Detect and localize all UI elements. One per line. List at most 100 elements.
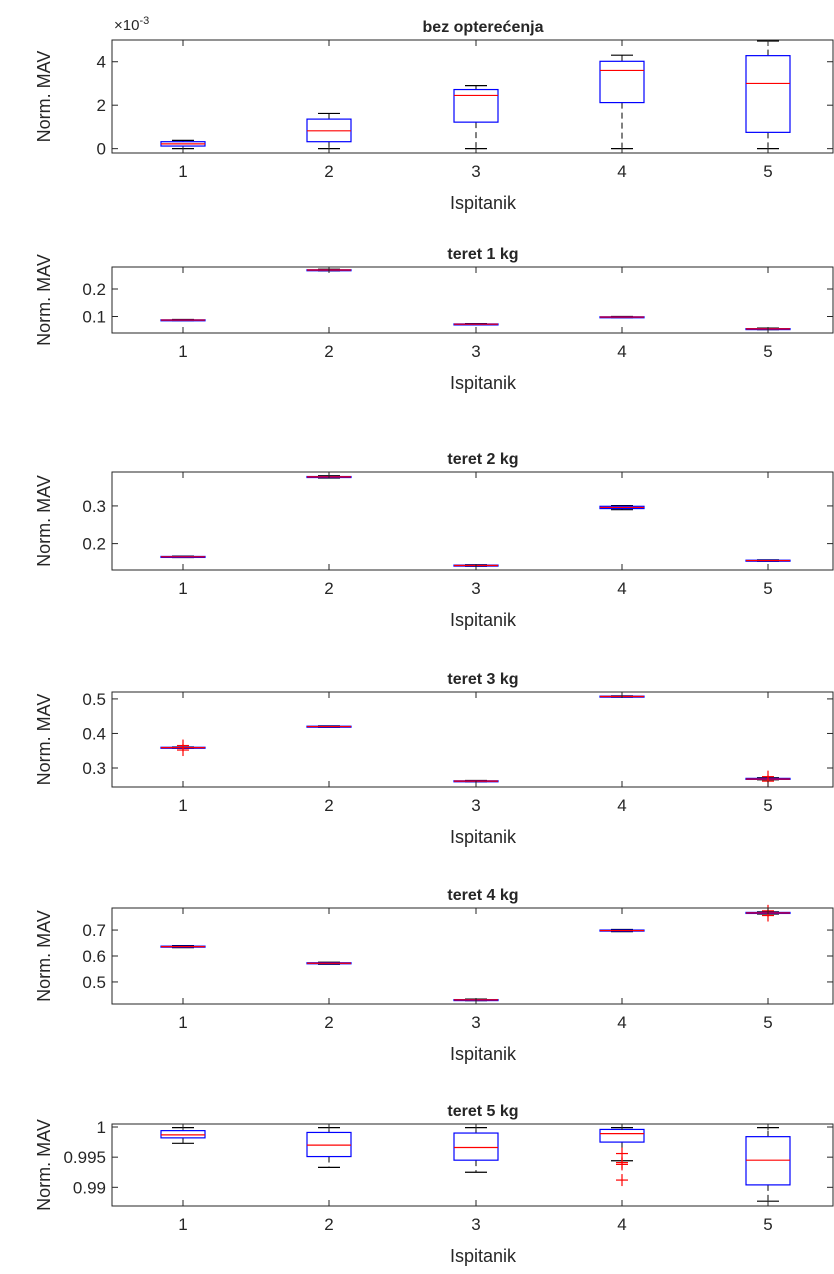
axes-frame — [111, 1123, 834, 1207]
outlier-marker — [616, 1158, 628, 1171]
box-rect — [599, 60, 645, 104]
x-tick-label: 1 — [178, 796, 187, 815]
x-tick-label: 4 — [617, 162, 626, 181]
x-tick-label: 1 — [178, 1013, 187, 1032]
y-axis-label: Norm. MAV — [34, 694, 54, 786]
x-tick-label: 5 — [763, 342, 772, 361]
x-tick-label: 2 — [324, 1013, 333, 1032]
x-tick-label: 4 — [617, 1215, 626, 1234]
x-axis-label: Ispitanik — [450, 193, 517, 213]
panel-4: teret 3 kg 0.3 0.4 0.5 1 2 3 4 5 Ispitanik Norm. M… — [34, 671, 834, 847]
x-tick-label: 4 — [617, 796, 626, 815]
x-tick-label: 2 — [324, 1215, 333, 1234]
x-tick-label: 3 — [471, 796, 480, 815]
panel-title: teret 5 kg — [447, 1103, 518, 1120]
x-tick-label: 3 — [471, 1013, 480, 1032]
x-tick-label: 3 — [471, 162, 480, 181]
y-tick-label: 0.5 — [82, 690, 106, 709]
x-tick-label: 1 — [178, 579, 187, 598]
y-axis-label: Norm. MAV — [34, 1119, 54, 1211]
box-rect — [453, 1132, 499, 1161]
y-axis-label: Norm. MAV — [34, 51, 54, 143]
x-tick-label: 1 — [178, 342, 187, 361]
y-tick-label: 0.5 — [82, 973, 106, 992]
y-tick-label: 0.995 — [63, 1148, 106, 1167]
outlier-marker — [762, 770, 774, 783]
y-tick-label: 0.6 — [82, 947, 106, 966]
x-axis-label: Ispitanik — [450, 827, 517, 847]
x-axis-label: Ispitanik — [450, 373, 517, 393]
box-rect — [453, 88, 499, 123]
y-tick-label: 0.3 — [82, 497, 106, 516]
box-5 — [745, 40, 791, 150]
box-rect — [745, 1136, 791, 1186]
panel-title: teret 1 kg — [447, 246, 518, 263]
box-5 — [745, 559, 791, 562]
axes-frame — [111, 266, 834, 334]
box-4 — [599, 54, 645, 150]
x-tick-label: 2 — [324, 796, 333, 815]
axes-frame — [111, 907, 834, 1005]
x-tick-label: 2 — [324, 342, 333, 361]
box-2 — [306, 112, 352, 150]
box-1 — [160, 1127, 206, 1144]
x-axis-label: Ispitanik — [450, 1044, 517, 1064]
box-rect — [745, 55, 791, 133]
box-4 — [599, 504, 645, 511]
y-axis-label: Norm. MAV — [34, 254, 54, 346]
box-rect — [306, 1131, 352, 1158]
box-1 — [160, 139, 206, 150]
x-tick-label: 3 — [471, 579, 480, 598]
y-tick-label: 0.2 — [82, 280, 106, 299]
panel-2: teret 1 kg 0.1 0.2 1 2 3 4 5 Ispitanik Norm. MAV — [34, 246, 834, 393]
box-3 — [453, 323, 499, 326]
y-tick-label: 0.1 — [82, 308, 106, 327]
y-tick-label: 2 — [97, 96, 106, 115]
x-tick-label: 3 — [471, 342, 480, 361]
exponent-power: -3 — [139, 15, 149, 27]
box-4 — [599, 1127, 645, 1187]
box-rect — [160, 1130, 206, 1139]
box-1 — [160, 945, 206, 949]
box-4 — [599, 928, 645, 933]
panel-6: teret 5 kg 0.99 0.995 1 1 2 3 4 5 Ispitanik Norm. … — [34, 1103, 834, 1266]
y-tick-label: 0.7 — [82, 921, 106, 940]
box-3 — [453, 85, 499, 150]
x-tick-label: 4 — [617, 579, 626, 598]
y-tick-label: 0.3 — [82, 759, 106, 778]
x-tick-label: 1 — [178, 162, 187, 181]
y-tick-label: 0 — [97, 140, 106, 159]
panel-title: teret 4 kg — [447, 887, 518, 904]
axes-frame — [111, 471, 834, 571]
y-tick-label: 1 — [97, 1118, 106, 1137]
box-1 — [160, 739, 206, 757]
x-axis-label: Ispitanik — [450, 1246, 517, 1266]
x-tick-label: 5 — [763, 1013, 772, 1032]
x-tick-label: 5 — [763, 1215, 772, 1234]
box-2 — [306, 961, 352, 965]
box-1 — [160, 555, 206, 559]
outlier-marker — [616, 1174, 628, 1187]
box-2 — [306, 1127, 352, 1169]
x-tick-label: 2 — [324, 579, 333, 598]
y-tick-label: 0.4 — [82, 724, 106, 743]
x-tick-label: 4 — [617, 1013, 626, 1032]
outlier-marker — [177, 739, 189, 752]
x-tick-label: 3 — [471, 1215, 480, 1234]
x-tick-label: 5 — [763, 162, 772, 181]
panel-title: teret 2 kg — [447, 451, 518, 468]
x-tick-label: 2 — [324, 162, 333, 181]
axes-frame — [111, 39, 834, 154]
panel-3: teret 2 kg 0.2 0.3 1 2 3 4 5 Ispitanik Norm. MAV — [34, 451, 834, 630]
exponent-base: ×10 — [114, 17, 139, 34]
axes-frame — [111, 691, 834, 788]
panel-1: bez opterećenja ×10-3 0 2 4 1 2 3 4 5 Ispitanik Nor… — [34, 15, 834, 213]
y-tick-label: 0.99 — [73, 1178, 106, 1197]
x-axis-label: Ispitanik — [450, 610, 517, 630]
x-tick-label: 1 — [178, 1215, 187, 1234]
y-axis-label: Norm. MAV — [34, 910, 54, 1002]
box-3 — [453, 1127, 499, 1173]
panel-title: teret 3 kg — [447, 671, 518, 688]
y-tick-label: 4 — [97, 53, 106, 72]
